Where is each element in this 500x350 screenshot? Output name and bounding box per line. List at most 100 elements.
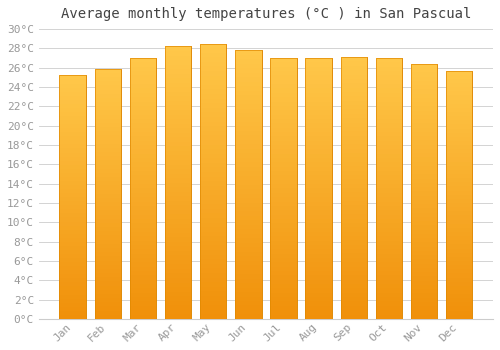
- Bar: [165, 69, 191, 74]
- Bar: [306, 89, 332, 93]
- Bar: [270, 119, 296, 123]
- Bar: [340, 62, 367, 66]
- Bar: [165, 219, 191, 224]
- Bar: [446, 75, 472, 79]
- Bar: [270, 306, 296, 310]
- Bar: [235, 153, 262, 158]
- Bar: [340, 158, 367, 162]
- Bar: [165, 260, 191, 264]
- Bar: [94, 210, 121, 215]
- Bar: [165, 47, 191, 319]
- Bar: [130, 136, 156, 141]
- Bar: [165, 292, 191, 296]
- Bar: [130, 202, 156, 206]
- Bar: [94, 69, 121, 319]
- Bar: [306, 315, 332, 319]
- Bar: [235, 149, 262, 153]
- Bar: [130, 254, 156, 258]
- Bar: [235, 203, 262, 207]
- Bar: [235, 162, 262, 167]
- Bar: [60, 197, 86, 201]
- Bar: [130, 58, 156, 319]
- Bar: [130, 58, 156, 62]
- Bar: [60, 92, 86, 96]
- Bar: [200, 48, 226, 53]
- Bar: [376, 114, 402, 119]
- Bar: [411, 132, 438, 136]
- Bar: [165, 47, 191, 51]
- Bar: [60, 173, 86, 177]
- Bar: [446, 269, 472, 273]
- Bar: [306, 167, 332, 171]
- Bar: [200, 273, 226, 278]
- Bar: [411, 191, 438, 196]
- Bar: [411, 64, 438, 319]
- Bar: [376, 310, 402, 315]
- Bar: [94, 164, 121, 169]
- Bar: [411, 64, 438, 319]
- Bar: [411, 140, 438, 145]
- Bar: [376, 119, 402, 123]
- Bar: [306, 76, 332, 80]
- Bar: [376, 110, 402, 114]
- Bar: [446, 232, 472, 236]
- Bar: [411, 208, 438, 212]
- Bar: [130, 158, 156, 162]
- Bar: [270, 254, 296, 258]
- Bar: [130, 293, 156, 297]
- Bar: [306, 301, 332, 306]
- Bar: [411, 281, 438, 285]
- Bar: [60, 270, 86, 274]
- Bar: [165, 246, 191, 251]
- Bar: [235, 135, 262, 140]
- Bar: [270, 62, 296, 67]
- Bar: [340, 118, 367, 122]
- Bar: [200, 140, 226, 145]
- Bar: [306, 245, 332, 249]
- Bar: [235, 82, 262, 86]
- Bar: [411, 72, 438, 77]
- Bar: [200, 57, 226, 62]
- Bar: [200, 282, 226, 287]
- Bar: [200, 310, 226, 314]
- Bar: [376, 193, 402, 197]
- Bar: [94, 256, 121, 260]
- Bar: [376, 249, 402, 254]
- Bar: [165, 74, 191, 78]
- Bar: [130, 262, 156, 267]
- Bar: [200, 90, 226, 94]
- Bar: [94, 77, 121, 81]
- Bar: [94, 252, 121, 256]
- Bar: [60, 282, 86, 286]
- Bar: [60, 315, 86, 319]
- Bar: [270, 288, 296, 293]
- Bar: [270, 171, 296, 175]
- Bar: [60, 165, 86, 169]
- Bar: [200, 259, 226, 264]
- Bar: [200, 278, 226, 282]
- Bar: [411, 230, 438, 234]
- Bar: [340, 184, 367, 188]
- Bar: [165, 233, 191, 237]
- Bar: [200, 62, 226, 66]
- Bar: [130, 119, 156, 123]
- Bar: [446, 116, 472, 120]
- Bar: [130, 110, 156, 114]
- Bar: [165, 251, 191, 255]
- Bar: [235, 306, 262, 310]
- Bar: [235, 50, 262, 55]
- Bar: [340, 135, 367, 140]
- Bar: [376, 132, 402, 136]
- Bar: [411, 234, 438, 238]
- Bar: [270, 197, 296, 202]
- Bar: [411, 106, 438, 111]
- Bar: [376, 184, 402, 188]
- Bar: [130, 267, 156, 271]
- Bar: [94, 127, 121, 131]
- Bar: [446, 174, 472, 178]
- Bar: [235, 140, 262, 144]
- Bar: [270, 271, 296, 275]
- Bar: [306, 258, 332, 262]
- Bar: [235, 207, 262, 211]
- Bar: [165, 110, 191, 114]
